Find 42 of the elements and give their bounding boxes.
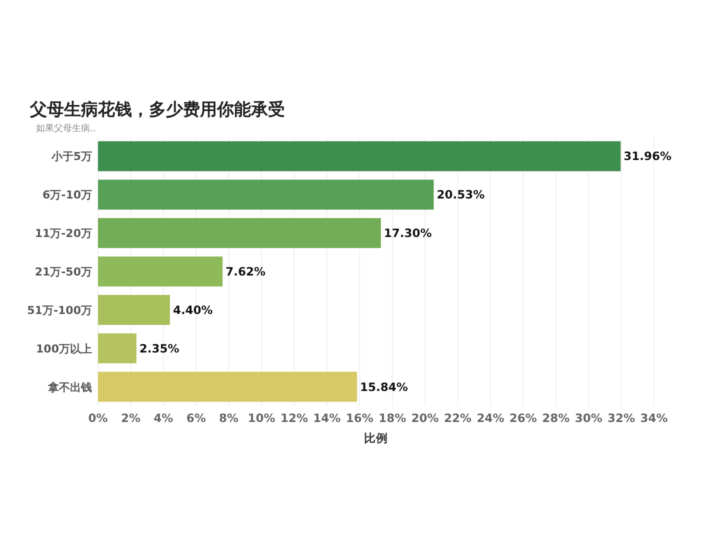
y-tick-label: 11万-20万	[34, 227, 92, 240]
x-tick-label: 4%	[154, 411, 174, 425]
bar	[98, 294, 170, 325]
bar	[98, 141, 621, 172]
bar	[98, 333, 136, 364]
x-tick-label: 0%	[88, 411, 108, 425]
x-tick-label: 6%	[186, 411, 206, 425]
x-tick-label: 26%	[509, 411, 538, 425]
bar	[98, 372, 358, 402]
x-tick-label: 20%	[411, 411, 440, 425]
data-label: 7.62%	[226, 264, 266, 278]
x-tick-label: 8%	[219, 411, 240, 425]
x-tick-label: 34%	[640, 411, 668, 425]
x-tick-label: 18%	[378, 411, 407, 425]
data-label: 31.96%	[624, 149, 672, 164]
y-tick-label: 100万以上	[36, 342, 92, 356]
x-axis-title: 比例	[364, 431, 388, 445]
chart-title: 父母生病花钱，多少费用你能承受	[29, 100, 285, 120]
x-tick-label: 16%	[346, 411, 374, 425]
data-label: 4.40%	[172, 302, 214, 317]
x-tick-label: 30%	[574, 411, 603, 425]
y-tick-label: 小于5万	[50, 150, 92, 164]
bar	[98, 256, 223, 286]
x-tick-label: 14%	[313, 411, 342, 425]
x-tick-label: 22%	[444, 411, 472, 425]
x-tick-label: 10%	[248, 411, 276, 425]
data-label: 2.35%	[139, 341, 180, 356]
y-tick-label: 拿不出钱	[47, 380, 92, 394]
x-tick-label: 28%	[542, 411, 570, 425]
data-label: 15.84%	[360, 380, 408, 394]
chart-subtitle: 如果父母生病..	[36, 123, 96, 134]
data-label: 20.53%	[436, 188, 486, 202]
bar	[98, 218, 381, 248]
x-tick-label: 2%	[120, 411, 141, 425]
bar	[98, 180, 434, 210]
data-label: 17.30%	[384, 226, 432, 240]
x-tick-label: 32%	[608, 411, 636, 425]
x-tick-label: 24%	[476, 411, 505, 425]
x-tick-label: 12%	[280, 411, 308, 425]
y-tick-label: 21万-50万	[34, 266, 92, 278]
y-tick-label: 51万-100万	[27, 304, 92, 317]
y-tick-label: 6万-10万	[42, 188, 92, 202]
